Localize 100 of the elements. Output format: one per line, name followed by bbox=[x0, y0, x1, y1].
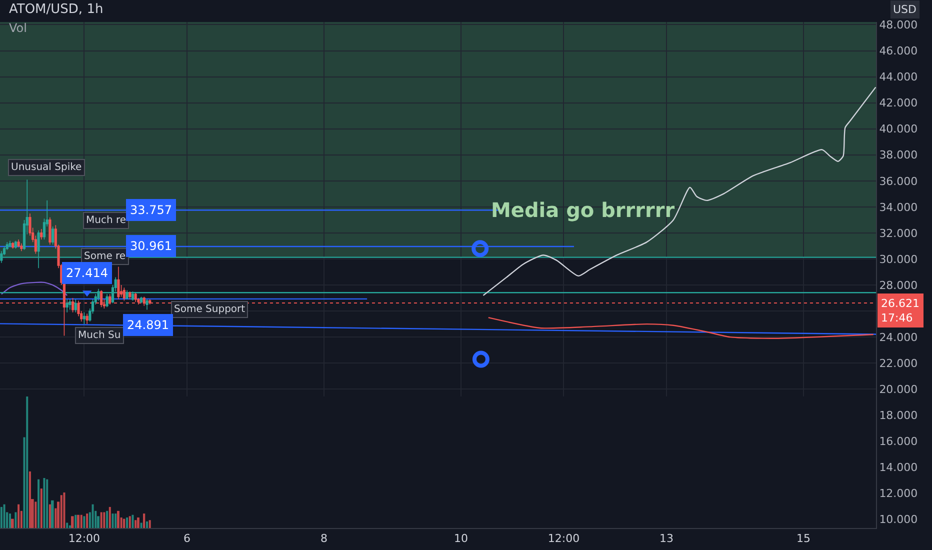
bar bbox=[77, 514, 80, 528]
data-label: 24.891 bbox=[127, 318, 169, 332]
candlestick bbox=[146, 298, 148, 310]
candlestick bbox=[17, 239, 20, 248]
bar bbox=[60, 495, 62, 528]
bar bbox=[68, 525, 71, 528]
bar bbox=[43, 478, 46, 528]
bar bbox=[38, 479, 40, 528]
bar bbox=[146, 521, 148, 528]
bar bbox=[114, 514, 117, 528]
bar bbox=[28, 471, 31, 528]
x-tick-label: 8 bbox=[320, 532, 328, 546]
bar bbox=[66, 522, 68, 528]
candlestick bbox=[117, 266, 120, 300]
bar bbox=[137, 517, 140, 528]
candlestick bbox=[12, 242, 14, 249]
candlestick bbox=[134, 292, 137, 302]
bar bbox=[126, 517, 128, 528]
bar bbox=[140, 522, 142, 528]
bar bbox=[71, 516, 74, 528]
x-tick-label: 6 bbox=[183, 532, 190, 546]
y-tick-label: 16.000 bbox=[879, 435, 918, 448]
bar bbox=[134, 520, 137, 528]
bar bbox=[92, 504, 94, 528]
y-axis-title: USD bbox=[893, 3, 917, 16]
annotation: Some re bbox=[84, 251, 126, 262]
annotation: Media go brrrrrr bbox=[491, 198, 675, 222]
y-tick-label: 18.000 bbox=[879, 409, 918, 422]
y-tick-label: 44.000 bbox=[879, 70, 918, 84]
bar bbox=[112, 514, 114, 528]
annotation: Much Su bbox=[78, 330, 121, 341]
candlestick bbox=[8, 240, 12, 248]
candlestick bbox=[128, 291, 132, 300]
x-tick-label: 12:00 bbox=[68, 532, 100, 546]
bar bbox=[63, 492, 66, 528]
y-tick-label: 38.000 bbox=[879, 148, 918, 162]
bar bbox=[40, 488, 42, 528]
bar bbox=[100, 512, 102, 528]
bar bbox=[18, 504, 20, 528]
bar bbox=[123, 518, 126, 528]
bar bbox=[8, 514, 11, 528]
candlestick bbox=[68, 298, 72, 310]
bar bbox=[128, 516, 131, 528]
y-tick-label: 46.000 bbox=[879, 44, 918, 58]
bar bbox=[26, 396, 28, 528]
candlestick bbox=[82, 312, 86, 324]
y-tick-label: 36.000 bbox=[879, 174, 918, 188]
bar bbox=[143, 514, 146, 528]
y-tick-label: 28.000 bbox=[879, 278, 918, 292]
candlestick bbox=[14, 240, 17, 249]
x-tick-label: 12:00 bbox=[548, 532, 580, 546]
bar bbox=[80, 514, 82, 528]
bar bbox=[46, 479, 48, 528]
y-tick-label: 24.000 bbox=[879, 330, 918, 344]
annotation: Some Support bbox=[174, 304, 246, 315]
y-tick-label: 22.000 bbox=[879, 356, 918, 370]
y-tick-label: 42.000 bbox=[879, 96, 918, 110]
y-tick-label: 30.000 bbox=[879, 252, 918, 266]
bar bbox=[74, 514, 77, 528]
x-tick-label: 15 bbox=[796, 532, 810, 546]
y-tick-label: 20.000 bbox=[879, 382, 918, 396]
bar bbox=[83, 516, 86, 528]
bar bbox=[86, 514, 88, 528]
bar bbox=[103, 512, 106, 528]
y-tick-label: 34.000 bbox=[879, 200, 918, 214]
bar bbox=[3, 504, 6, 528]
bar bbox=[106, 510, 108, 528]
annotation: Much re bbox=[86, 215, 126, 226]
chart-title: Vol bbox=[9, 21, 27, 35]
y-tick-label: 40.000 bbox=[879, 122, 918, 136]
x-tick-label: 10 bbox=[454, 532, 468, 546]
candlestick bbox=[86, 313, 88, 324]
bar bbox=[11, 518, 14, 528]
candlestick bbox=[66, 298, 68, 313]
data-label: 33.757 bbox=[130, 203, 172, 217]
candlestick bbox=[52, 226, 54, 246]
ref-line-label: 26.621 17:46 bbox=[881, 297, 920, 324]
data-label: 30.961 bbox=[130, 239, 172, 253]
candlestick bbox=[40, 228, 43, 240]
bar bbox=[48, 504, 51, 528]
bar bbox=[0, 506, 2, 528]
candlestick bbox=[142, 296, 146, 306]
chart-title: ATOM/USD, 1h bbox=[9, 2, 104, 17]
y-tick-label: 12.000 bbox=[879, 487, 918, 500]
candlestick bbox=[122, 287, 126, 302]
bar bbox=[132, 514, 134, 528]
candlestick bbox=[74, 298, 77, 313]
bar bbox=[51, 500, 54, 528]
y-tick-label: 48.000 bbox=[879, 18, 918, 32]
y-tick-label: 14.000 bbox=[879, 461, 918, 474]
candlestick bbox=[20, 242, 23, 252]
annotation: Unusual Spike bbox=[11, 162, 82, 173]
bar bbox=[148, 520, 151, 528]
bar bbox=[14, 512, 17, 528]
candlestick bbox=[140, 296, 143, 304]
y-tick-label: 32.000 bbox=[879, 226, 918, 240]
x-tick-label: 13 bbox=[659, 532, 674, 546]
bar bbox=[117, 510, 120, 528]
bar bbox=[108, 506, 111, 528]
y-tick-label: 10.000 bbox=[879, 513, 918, 526]
